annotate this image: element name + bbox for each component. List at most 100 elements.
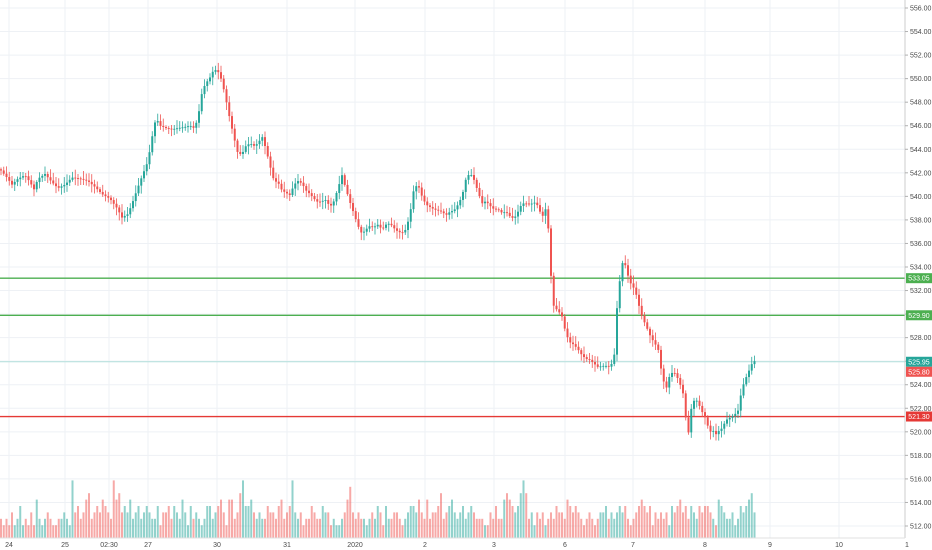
volume-bar bbox=[393, 512, 396, 538]
volume-bars bbox=[0, 480, 756, 538]
volume-bar bbox=[35, 499, 38, 538]
candle-body bbox=[588, 359, 591, 360]
candle-body bbox=[162, 125, 165, 128]
candle-body bbox=[181, 127, 184, 129]
x-tick-label: 31 bbox=[283, 542, 291, 549]
candle-body bbox=[192, 126, 195, 128]
candle-body bbox=[748, 370, 750, 378]
candle-body bbox=[514, 216, 517, 218]
candle-body bbox=[519, 206, 522, 212]
candle-body bbox=[624, 263, 627, 266]
volume-bar bbox=[57, 518, 60, 538]
y-tick-label: 544.00 bbox=[910, 147, 932, 154]
candle-body bbox=[310, 193, 313, 197]
price-tag bbox=[906, 356, 932, 367]
candle-body bbox=[349, 194, 352, 203]
volume-bar bbox=[316, 518, 319, 538]
candle-body bbox=[258, 140, 261, 145]
candle-body bbox=[451, 211, 453, 213]
volume-bar bbox=[291, 480, 294, 538]
volume-bar bbox=[203, 518, 206, 538]
candle-body bbox=[137, 185, 140, 194]
volume-bar bbox=[269, 512, 272, 538]
volume-bar bbox=[170, 518, 173, 538]
candle-body bbox=[396, 228, 398, 231]
y-tick-label: 554.00 bbox=[910, 29, 932, 36]
y-tick-label: 522.00 bbox=[910, 406, 932, 413]
candle-body bbox=[407, 221, 409, 230]
candle-body bbox=[657, 344, 660, 350]
volume-bar bbox=[310, 506, 313, 538]
candle-body bbox=[577, 346, 580, 351]
candle-body bbox=[390, 223, 393, 226]
volume-bar bbox=[503, 499, 506, 538]
candle-body bbox=[338, 184, 341, 193]
candle-body bbox=[638, 294, 640, 306]
volume-bar bbox=[239, 493, 242, 538]
volume-bar bbox=[354, 518, 357, 538]
candle-body bbox=[324, 200, 327, 201]
candle-body bbox=[418, 186, 420, 188]
volume-bar bbox=[82, 512, 85, 538]
candle-body bbox=[195, 122, 198, 128]
volume-bar bbox=[121, 512, 123, 538]
candle-body bbox=[0, 169, 2, 171]
volume-bar bbox=[371, 512, 374, 538]
candle-body bbox=[30, 180, 33, 185]
level-tag-label: 521.30 bbox=[908, 414, 930, 421]
candle-body bbox=[583, 354, 585, 358]
candle-body bbox=[60, 186, 63, 188]
volume-bar bbox=[52, 525, 55, 538]
candle-body bbox=[404, 229, 407, 233]
volume-bar bbox=[709, 512, 712, 538]
candle-body bbox=[99, 189, 101, 192]
volume-bar bbox=[528, 518, 530, 538]
candle-body bbox=[489, 203, 492, 207]
candle-body bbox=[478, 187, 481, 197]
candle-body bbox=[481, 196, 484, 204]
candle-body bbox=[393, 225, 396, 229]
candle-body bbox=[211, 71, 214, 78]
volume-bar bbox=[453, 512, 456, 538]
y-axis[interactable]: 512.00 514.00 516.00 518.00 520.00 522.00 524.… bbox=[905, 6, 932, 531]
y-tick-label: 524.00 bbox=[910, 382, 932, 389]
y-tick-label: 546.00 bbox=[910, 123, 932, 130]
x-tick-label: 7 bbox=[631, 542, 635, 549]
volume-bar bbox=[695, 518, 698, 538]
y-tick-label: 548.00 bbox=[910, 100, 932, 107]
volume-bar bbox=[448, 506, 451, 538]
volume-bar bbox=[643, 506, 646, 538]
volume-bar bbox=[739, 506, 742, 538]
volume-bar bbox=[517, 506, 519, 538]
volume-bar bbox=[616, 512, 618, 538]
volume-bar bbox=[46, 512, 49, 538]
volume-bar bbox=[418, 499, 420, 538]
candle-body bbox=[140, 178, 143, 186]
x-axis[interactable]: 24 25 02:30 27 30 31 2020 2 3 6 7 8 9 10 1 bbox=[5, 542, 909, 549]
volume-bar bbox=[602, 512, 605, 538]
candle-body bbox=[660, 349, 662, 369]
candle-body bbox=[354, 211, 357, 220]
volume-bar bbox=[588, 512, 591, 538]
volume-bar bbox=[440, 493, 442, 538]
volume-bar bbox=[107, 512, 110, 538]
volume-bar bbox=[189, 506, 192, 538]
volume-bar bbox=[646, 512, 649, 538]
volume-bar bbox=[132, 518, 134, 538]
candle-body bbox=[602, 365, 605, 367]
candle-body bbox=[379, 224, 382, 228]
volume-bar bbox=[514, 512, 517, 538]
candle-body bbox=[459, 199, 462, 206]
x-tick-label: 24 bbox=[5, 542, 13, 549]
candle-body bbox=[297, 181, 299, 184]
volume-bar bbox=[137, 506, 140, 538]
candle-body bbox=[599, 366, 602, 368]
candle-body bbox=[280, 183, 283, 190]
volume-bar bbox=[456, 518, 459, 538]
volume-bar bbox=[176, 512, 178, 538]
candle-body bbox=[77, 178, 79, 179]
volume-bar bbox=[489, 512, 492, 538]
candle-body bbox=[57, 186, 60, 188]
candle-body bbox=[8, 177, 11, 181]
candle-body bbox=[357, 219, 360, 227]
